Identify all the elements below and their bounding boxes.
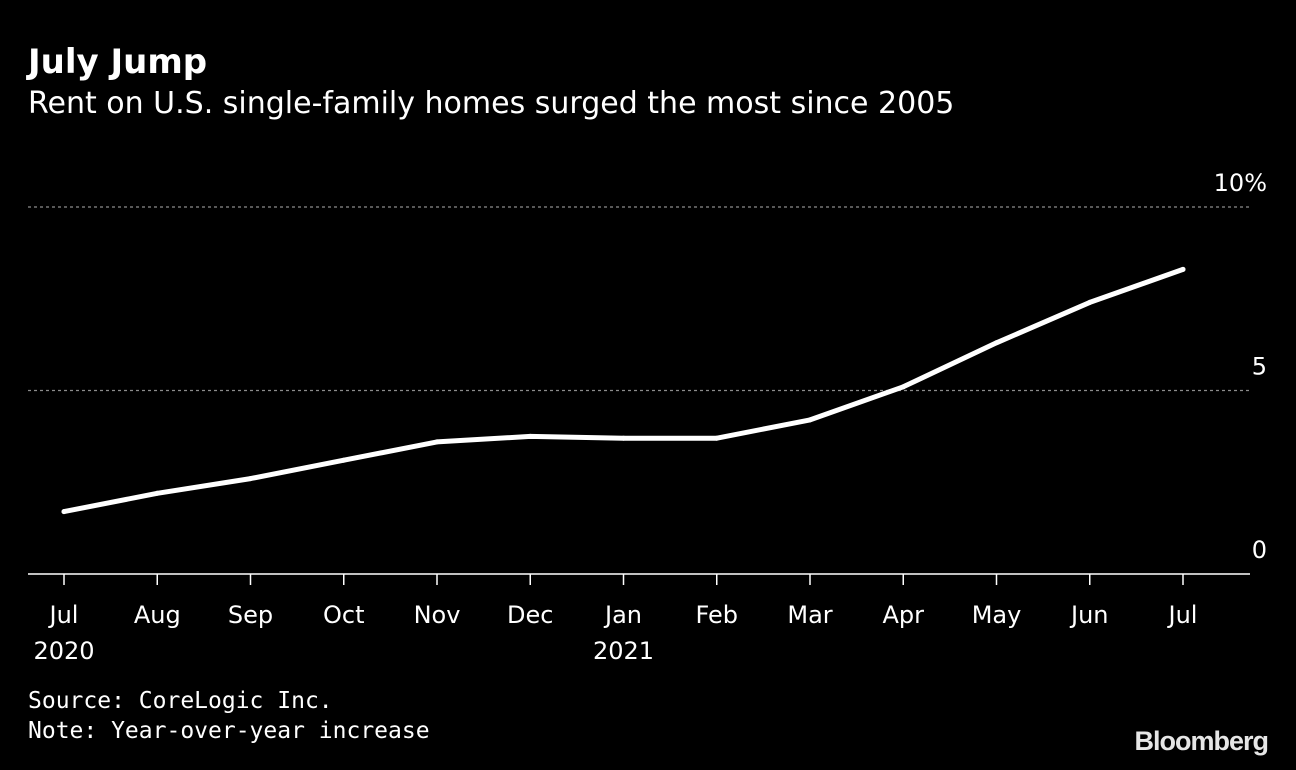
x-tick-label: May bbox=[972, 601, 1022, 629]
data-point bbox=[248, 476, 253, 482]
data-point bbox=[1087, 299, 1093, 305]
data-point bbox=[621, 435, 626, 441]
data-point bbox=[434, 439, 440, 445]
data-point bbox=[714, 435, 720, 441]
x-axis-ticks: Jul 2020 Aug Sep Oct Nov Dec Jan 2021 Feb Mar Apr Ma… bbox=[33, 574, 1197, 665]
x-tick-label: Jan bbox=[603, 601, 642, 629]
x-tick-label: Jul bbox=[1167, 601, 1198, 629]
x-tick-label: Sep bbox=[228, 601, 273, 629]
chart-title: July Jump bbox=[28, 42, 208, 82]
data-point bbox=[154, 490, 160, 496]
x-tick-label: Apr bbox=[882, 601, 924, 629]
x-year-label: 2020 bbox=[33, 637, 94, 665]
data-point bbox=[1180, 266, 1186, 272]
x-tick-label: Dec bbox=[507, 601, 553, 629]
data-point bbox=[341, 457, 347, 463]
x-tick-label: Feb bbox=[696, 601, 739, 629]
data-point bbox=[61, 509, 67, 515]
y-tick-label: 0 bbox=[1252, 536, 1267, 564]
y-tick-label: 10% bbox=[1214, 169, 1267, 197]
x-tick-label: Oct bbox=[323, 601, 365, 629]
gridlines bbox=[28, 206, 1250, 392]
x-tick-label: Jun bbox=[1069, 601, 1109, 629]
x-tick-label: Nov bbox=[414, 601, 461, 629]
x-tick-label: Mar bbox=[787, 601, 832, 629]
data-point bbox=[807, 417, 813, 423]
x-tick-label: Jul bbox=[48, 601, 79, 629]
data-point bbox=[900, 384, 906, 390]
y-tick-label: 5 bbox=[1252, 353, 1267, 381]
footnote: Note: Year-over-year increase bbox=[28, 718, 430, 744]
series-layer bbox=[61, 266, 1186, 515]
data-point bbox=[994, 340, 999, 346]
source-note: Source: CoreLogic Inc. bbox=[28, 688, 333, 714]
x-year-label: 2021 bbox=[593, 637, 654, 665]
x-tick-label: Aug bbox=[134, 601, 181, 629]
bloomberg-logo: Bloomberg bbox=[1134, 726, 1269, 756]
y-axis-tick-labels: 10% 5 0 bbox=[1214, 169, 1267, 564]
chart-subtitle: Rent on U.S. single-family homes surged … bbox=[28, 86, 955, 121]
data-point bbox=[527, 433, 533, 439]
